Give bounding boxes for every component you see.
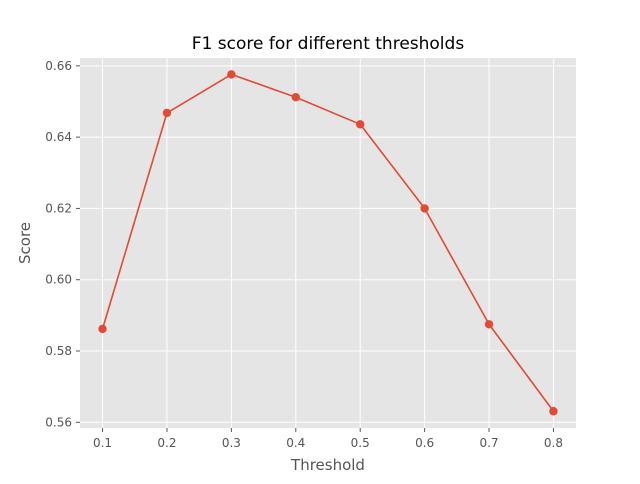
- data-point: [356, 120, 365, 129]
- data-point: [549, 407, 558, 416]
- data-point: [162, 108, 172, 118]
- data-point: [98, 324, 107, 334]
- chart-title: F1 score for different thresholds: [192, 34, 465, 54]
- data-point: [484, 320, 494, 329]
- grid-lines: [80, 58, 576, 428]
- x-tick-label: 0.5: [351, 436, 370, 450]
- x-tick-label: 0.8: [544, 436, 563, 450]
- y-tick-label: 0.66: [45, 59, 72, 73]
- x-axis-label: Threshold: [290, 456, 365, 474]
- y-tick-label: 0.64: [45, 130, 72, 144]
- data-point: [420, 204, 429, 213]
- x-tick-label: 0.4: [286, 436, 305, 450]
- y-tick-label: 0.62: [45, 201, 72, 215]
- x-tick-label: 0.6: [415, 436, 434, 450]
- y-axis-label: Score: [16, 222, 34, 264]
- x-tick-label: 0.2: [157, 436, 176, 450]
- data-point: [227, 70, 236, 79]
- y-tick-label: 0.60: [45, 273, 72, 287]
- data-point: [291, 93, 300, 102]
- y-tick-label: 0.58: [45, 344, 72, 358]
- x-tick-label: 0.7: [479, 436, 498, 450]
- series-line: [101, 73, 555, 412]
- series-layer: [98, 70, 558, 416]
- axis-ticks: 0.1 0.2 0.3 0.4 0.5 0.6 0.7 0.8 0.56 0.58 0.60 0.62…: [45, 59, 563, 450]
- plot-background: [80, 58, 576, 428]
- x-tick-label: 0.3: [222, 436, 241, 450]
- x-tick-label: 0.1: [93, 436, 112, 450]
- y-tick-label: 0.56: [45, 415, 72, 429]
